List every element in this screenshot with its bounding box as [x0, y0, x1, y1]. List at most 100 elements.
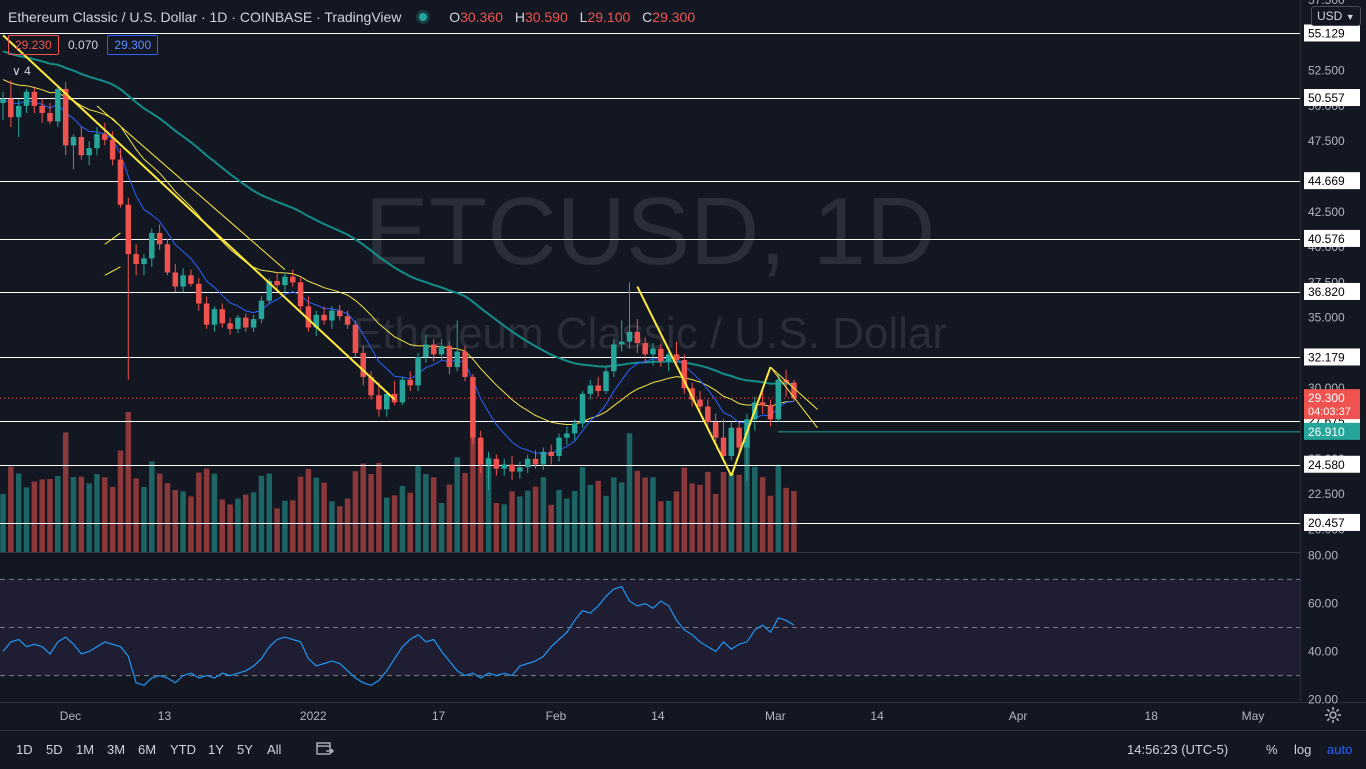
volume-bar	[524, 490, 531, 552]
candle-body	[712, 422, 719, 438]
price-tick-label: 35.000	[1308, 311, 1345, 325]
level-price-tag	[1304, 172, 1360, 190]
volume-bar	[180, 491, 186, 552]
volume-bar	[470, 424, 476, 552]
volume-bar	[407, 492, 413, 552]
timeframe-1d[interactable]: 1D	[16, 742, 33, 757]
volume-bar	[15, 473, 22, 552]
candle-body	[211, 309, 218, 325]
candle-body	[70, 136, 77, 146]
candle-body	[235, 317, 241, 329]
candle-body	[203, 303, 210, 325]
percent-scale-button[interactable]: %	[1266, 742, 1278, 757]
timeframe-all[interactable]: All	[267, 742, 282, 757]
volume-bar	[274, 508, 280, 552]
volume-bar	[133, 478, 139, 552]
candle-body	[164, 244, 171, 273]
volume-bar	[697, 484, 703, 552]
open-value: 30.360	[460, 9, 503, 25]
last-price-value: 29.300	[1308, 391, 1345, 405]
volume-bar	[532, 486, 539, 552]
candle-body	[109, 139, 116, 160]
bid-ask-panel: 29.230 0.070 29.300	[8, 35, 159, 55]
timeframe-3m[interactable]: 3M	[107, 742, 126, 757]
level-price-tag	[1304, 455, 1360, 473]
volume-bar	[203, 468, 210, 552]
time-tick-label: May	[1242, 709, 1265, 723]
ask-button[interactable]: 29.300	[107, 35, 159, 55]
candle-body	[720, 437, 727, 456]
candle-body	[219, 309, 226, 324]
candle-body	[665, 354, 672, 362]
volume-bar	[399, 486, 406, 552]
candle-body	[141, 258, 147, 264]
candle-body	[117, 159, 124, 205]
close-value: 29.300	[652, 9, 696, 25]
timeframe-1m[interactable]: 1M	[76, 742, 95, 757]
time-tick-label: 17	[432, 709, 446, 723]
auto-scale-button[interactable]: auto	[1327, 742, 1353, 757]
volume-bar	[556, 490, 562, 552]
volume-bar	[744, 427, 750, 552]
rsi-tick-label: 20.00	[1308, 693, 1338, 707]
candle-body	[125, 204, 132, 255]
low-label: L	[579, 9, 588, 25]
volume-bar	[658, 501, 664, 552]
close-label: C	[642, 9, 653, 25]
volume-bar	[211, 473, 218, 552]
timeframe-5d[interactable]: 5D	[46, 742, 63, 757]
level-price-tag	[1304, 229, 1360, 247]
candle-body	[243, 317, 249, 328]
candle-body	[407, 379, 413, 386]
pennant-upper	[770, 366, 818, 410]
pennant-lower	[770, 366, 818, 429]
volume-bar	[376, 462, 382, 552]
log-scale-button[interactable]: log	[1294, 742, 1312, 757]
price-tick-label: 42.500	[1308, 205, 1345, 219]
volume-bar	[149, 461, 155, 552]
price-tick-label: 52.500	[1308, 64, 1345, 78]
indicators-toggle[interactable]: ∨ 4	[12, 64, 31, 78]
chevron-down-icon: ∨	[12, 64, 21, 78]
volume-bar	[462, 473, 468, 552]
level-price-tag	[1304, 282, 1360, 300]
volume-bar	[493, 503, 500, 552]
chart-canvas[interactable]: ETCUSD, 1D Ethereum Classic / U.S. Dolla…	[0, 0, 1366, 730]
volume-bar	[352, 471, 359, 552]
volume-bar	[368, 474, 374, 552]
symbol-title[interactable]: Ethereum Classic / U.S. Dollar · 1D · CO…	[8, 9, 402, 25]
volume-bar	[235, 498, 241, 552]
volume-bar	[509, 491, 515, 552]
volume-bar	[102, 477, 108, 552]
candle-body	[736, 427, 742, 448]
candle-body	[383, 393, 390, 410]
timeframe-ytd[interactable]: YTD	[170, 742, 196, 757]
candle-body	[196, 283, 202, 304]
volume-bar	[626, 433, 633, 552]
volume-bar	[219, 499, 226, 552]
volume-bar	[117, 450, 124, 552]
volume-bar	[415, 465, 421, 552]
volume-bar	[258, 475, 265, 552]
candle-body	[564, 433, 570, 438]
candle-body	[86, 148, 92, 156]
timeframe-6m[interactable]: 6M	[138, 742, 157, 757]
volume-bar	[454, 457, 460, 552]
timeframe-1y[interactable]: 1Y	[208, 742, 224, 757]
currency-select[interactable]: USD ▼	[1311, 6, 1361, 26]
level-price-tag-text: 36.820	[1308, 285, 1345, 299]
clock-timezone[interactable]: 14:56:23 (UTC-5)	[1127, 742, 1229, 757]
volume-bar	[360, 463, 366, 552]
volume-bar	[266, 473, 273, 552]
bid-button[interactable]: 29.230	[8, 35, 59, 55]
candle-body	[180, 275, 186, 287]
rsi-tick-label: 80.00	[1308, 548, 1338, 562]
high-value: 30.590	[524, 9, 568, 25]
timeframe-5y[interactable]: 5Y	[237, 742, 253, 757]
volume-bar	[31, 481, 38, 552]
settings-gear-icon[interactable]	[1324, 706, 1342, 727]
rise-trendline	[730, 366, 772, 477]
open-label: O	[449, 9, 461, 25]
volume-bar	[109, 486, 116, 552]
calendar-range-icon[interactable]	[316, 740, 334, 759]
